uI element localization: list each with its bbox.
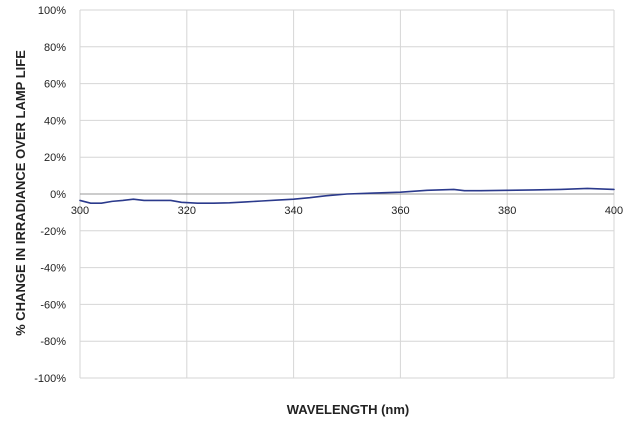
- y-axis-title: % CHANGE IN IRRADIANCE OVER LAMP LIFE: [13, 50, 28, 336]
- y-tick-label: -20%: [40, 226, 66, 238]
- y-tick-label: -100%: [34, 373, 66, 385]
- series-layer: [79, 187, 615, 204]
- y-tick-label: 0%: [50, 189, 66, 201]
- x-tick-label: 300: [71, 205, 89, 217]
- x-tick-label: 400: [605, 205, 623, 217]
- y-tick-label: 40%: [44, 115, 66, 127]
- x-tick-label: 320: [178, 205, 196, 217]
- x-tick-labels: 300 320 340 360 380 400: [71, 205, 623, 217]
- y-tick-label: -80%: [40, 336, 66, 348]
- x-tick-label: 340: [284, 205, 302, 217]
- y-tick-labels: 100% 80% 60% 40% 20% 0% -20% -40% -60% -80% -100%: [34, 5, 66, 385]
- y-tick-label: 20%: [44, 152, 66, 164]
- y-tick-label: -60%: [40, 299, 66, 311]
- series-line: [79, 187, 615, 204]
- x-tick-label: 380: [498, 205, 516, 217]
- x-axis-title: WAVELENGTH (nm): [287, 402, 410, 417]
- y-tick-label: -40%: [40, 263, 66, 275]
- x-tick-label: 360: [391, 205, 409, 217]
- y-tick-label: 100%: [38, 5, 66, 17]
- y-tick-label: 60%: [44, 79, 66, 91]
- y-tick-label: 80%: [44, 42, 66, 54]
